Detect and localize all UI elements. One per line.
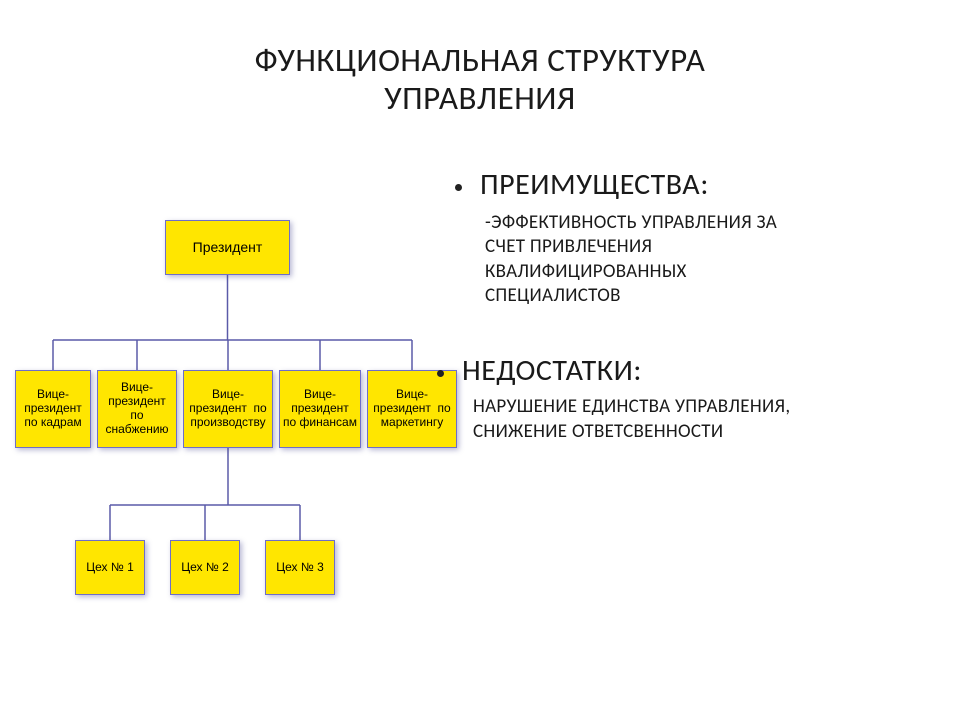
org-node-label: Цех № 1 [86, 561, 134, 575]
org-node-president: Президент [165, 220, 290, 275]
org-chart-diagram: Президент Вице-президентпо кадрам Вице-пре… [15, 220, 455, 640]
title-line-2: УПРАВЛЕНИЯ [384, 78, 576, 118]
advantages-bullet: ПРЕИМУЩЕСТВА: [455, 166, 895, 203]
bullet-icon [437, 370, 444, 377]
disadvantages-heading: НЕДОСТАТКИ: [462, 352, 642, 389]
title-line-1: ФУНКЦИОНАЛЬНАЯ СТРУКТУРА [255, 40, 706, 80]
bullet-icon [455, 184, 462, 191]
org-node-label: Вице-президент помаркетингу [373, 388, 450, 429]
slide-title: ФУНКЦИОНАЛЬНАЯ СТРУКТУРА УПРАВЛЕНИЯ [0, 0, 960, 118]
advantages-heading: ПРЕИМУЩЕСТВА: [480, 166, 709, 203]
org-node-label: Вице-президентпо финансам [283, 388, 357, 429]
text-panel: ПРЕИМУЩЕСТВА: -ЭФФЕКТИВНОСТЬ УПРАВЛЕНИЯ … [455, 160, 895, 444]
org-node-vp3: Вице-президент попроизводству [183, 370, 273, 448]
org-node-label: Вице-президентпо кадрам [24, 388, 82, 429]
org-node-c3: Цех № 3 [265, 540, 335, 595]
org-node-vp4: Вице-президентпо финансам [279, 370, 361, 448]
org-node-label: Президент [193, 239, 263, 255]
org-node-vp1: Вице-президентпо кадрам [15, 370, 91, 448]
org-node-label: Вице-президент попроизводству [189, 388, 266, 429]
org-node-c1: Цех № 1 [75, 540, 145, 595]
advantages-text: -ЭФФЕКТИВНОСТЬ УПРАВЛЕНИЯ ЗА СЧЕТ ПРИВЛЕ… [455, 211, 785, 308]
org-node-label: Вице-президентпо снабжению [98, 381, 176, 436]
org-node-c2: Цех № 2 [170, 540, 240, 595]
disadvantages-bullet: НЕДОСТАТКИ: [437, 352, 895, 389]
org-node-label: Цех № 2 [181, 561, 229, 575]
org-node-label: Цех № 3 [276, 561, 324, 575]
org-node-vp2: Вице-президентпо снабжению [97, 370, 177, 448]
disadvantages-text: НАРУШЕНИЕ ЕДИНСТВА УПРАВЛЕНИЯ, СНИЖЕНИЕ … [455, 395, 795, 444]
